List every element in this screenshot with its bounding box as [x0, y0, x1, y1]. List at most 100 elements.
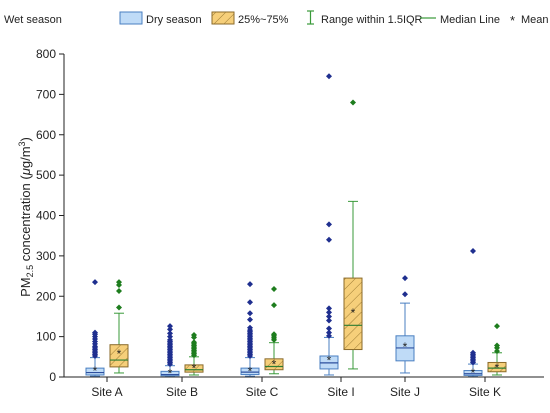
outlier-point [271, 331, 277, 338]
legend: Wet season Dry season 25%~75% Range with… [4, 10, 549, 28]
outlier-point [494, 348, 500, 355]
iqr-box-hatch [488, 362, 506, 372]
mean-marker: * [168, 366, 173, 380]
outlier-point [326, 317, 332, 324]
y-axis-label-unit: g/m [18, 146, 33, 168]
legend-wet-season-label: Wet season [4, 14, 62, 26]
dry-box-site-b: * [160, 323, 180, 380]
outlier-point [116, 288, 122, 295]
y-tick-label: 500 [36, 168, 56, 182]
x-tick-label: Site B [166, 385, 198, 399]
outlier-point [494, 342, 500, 349]
x-tick-label: Site C [246, 385, 279, 399]
legend-iqr-label: 25%~75% [238, 14, 289, 26]
legend-iqr-hatch [212, 12, 234, 24]
legend-dry-season-label: Dry season [146, 14, 202, 26]
outlier-point [326, 305, 332, 312]
mean-marker: * [351, 306, 356, 320]
iqr-box [463, 370, 483, 376]
iqr-box [240, 367, 260, 376]
outlier-point [247, 299, 253, 306]
y-axis-label: PM2.5 concentration (μg/m3) [17, 137, 35, 297]
mean-marker: * [495, 361, 500, 375]
wet-box-site-k: * [487, 323, 507, 376]
y-tick-label: 100 [36, 330, 56, 344]
outlier-point [247, 316, 253, 323]
y-tick-label: 700 [36, 87, 56, 101]
outlier-point [247, 310, 253, 317]
legend-range-icon [307, 10, 314, 25]
outlier-point [350, 99, 356, 106]
mean-marker: * [192, 362, 197, 376]
legend-median-label: Median Line [440, 14, 500, 26]
y-axis-label-sub: 2.5 [25, 265, 35, 278]
wet-box-site-a: * [109, 279, 129, 374]
outlier-point [167, 326, 173, 333]
y-axis-label-mu: μ [18, 168, 33, 176]
dry-box-site-a: * [85, 279, 105, 378]
legend-dry-season-swatch [119, 11, 143, 25]
dry-box-site-c: * [240, 281, 260, 378]
mean-marker: * [272, 358, 277, 372]
outlier-point [470, 349, 476, 356]
outlier-point [271, 285, 277, 292]
legend-mean-label: Mean [521, 14, 549, 26]
outlier-point [247, 281, 253, 288]
y-axis-label-sup: 3 [17, 141, 27, 146]
outlier-point [167, 330, 173, 337]
outlier-point [326, 236, 332, 243]
x-tick-label: Site J [390, 385, 420, 399]
mean-marker: * [93, 364, 98, 378]
y-tick-label: 600 [36, 128, 56, 142]
outlier-point [116, 304, 122, 311]
iqr-box-hatch [344, 278, 362, 350]
outlier-point [92, 329, 98, 336]
outlier-point [326, 329, 332, 336]
outlier-point [326, 313, 332, 320]
wet-box-site-b: * [184, 332, 204, 376]
dry-box-site-j: * [395, 275, 415, 374]
outlier-point [402, 275, 408, 282]
y-tick-label: 200 [36, 289, 56, 303]
dry-box-site-k: * [463, 248, 483, 380]
outlier-point [470, 248, 476, 255]
outlier-point [116, 279, 122, 286]
outlier-point [326, 221, 332, 228]
y-axis-label-end: ) [18, 137, 33, 141]
wet-box-site-c: * [264, 285, 284, 375]
outlier-point [494, 323, 500, 330]
outlier-point [92, 279, 98, 286]
outlier-point [326, 325, 332, 332]
outlier-point [326, 332, 332, 339]
outlier-point [167, 336, 173, 343]
legend-mean-icon: * [510, 13, 515, 28]
x-tick-label: Site A [91, 385, 122, 399]
outlier-point [191, 332, 197, 339]
iqr-box-hatch [265, 358, 283, 370]
outlier-point [167, 333, 173, 340]
mean-marker: * [248, 364, 253, 378]
outlier-point [402, 291, 408, 298]
y-tick-label: 0 [49, 370, 56, 384]
y-tick-label: 800 [36, 47, 56, 61]
iqr-box-hatch [185, 364, 203, 373]
outlier-point [247, 324, 253, 331]
outlier-point [326, 309, 332, 316]
x-axis-ticks: Site A Site B Site C Site I Site J Site K [91, 377, 501, 399]
iqr-box [160, 370, 180, 377]
x-tick-label: Site I [327, 385, 354, 399]
mean-marker: * [403, 340, 408, 354]
wet-box-site-i: * [343, 99, 363, 370]
y-tick-label: 300 [36, 249, 56, 263]
x-tick-label: Site K [469, 385, 501, 399]
y-axis-ticks: 0 100 200 300 400 500 600 700 800 [36, 47, 64, 384]
y-axis-label-main: PM [18, 277, 33, 297]
mean-marker: * [117, 347, 122, 361]
outlier-point [271, 302, 277, 309]
iqr-box [85, 367, 105, 376]
legend-range-label: Range within 1.5IQR [321, 14, 423, 26]
outlier-point [167, 323, 173, 330]
y-tick-label: 400 [36, 209, 56, 223]
mean-marker: * [471, 366, 476, 380]
